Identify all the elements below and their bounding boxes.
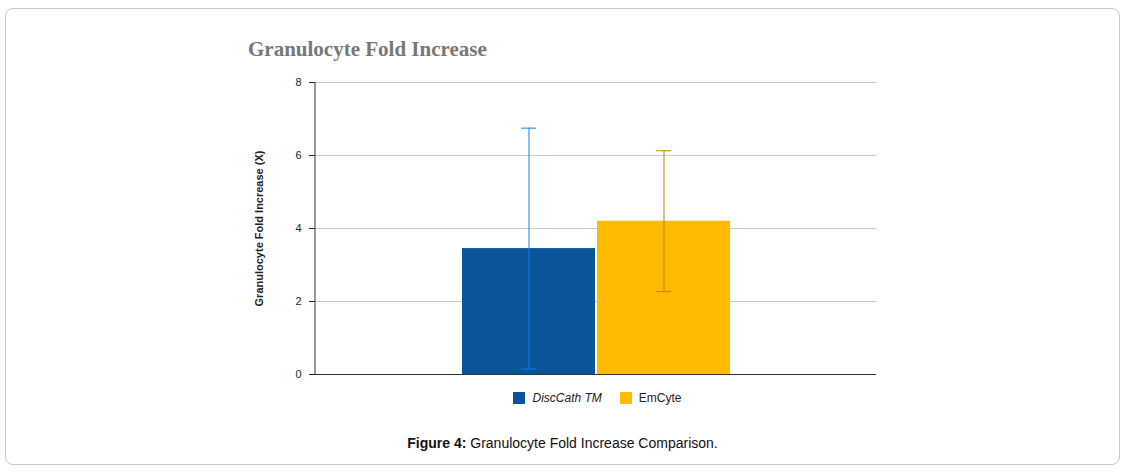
svg-text:6: 6: [295, 149, 301, 161]
svg-text:4: 4: [295, 222, 301, 234]
svg-text:2: 2: [295, 295, 301, 307]
html-text:DiscCath TM: DiscCath TM: [532, 391, 602, 405]
html-text:Figure 4: Granulocyte Fold Inc: Figure 4: Granulocyte Fold Increase Comp…: [407, 435, 718, 451]
svg-text:0: 0: [295, 368, 301, 380]
html-text:EmCyte: EmCyte: [638, 391, 682, 405]
svg-text:8: 8: [295, 76, 301, 88]
svg-text:Granulocyte Fold Increase (X): Granulocyte Fold Increase (X): [253, 150, 265, 306]
html-text:Granulocyte Fold Increase: Granulocyte Fold Increase: [248, 37, 487, 61]
